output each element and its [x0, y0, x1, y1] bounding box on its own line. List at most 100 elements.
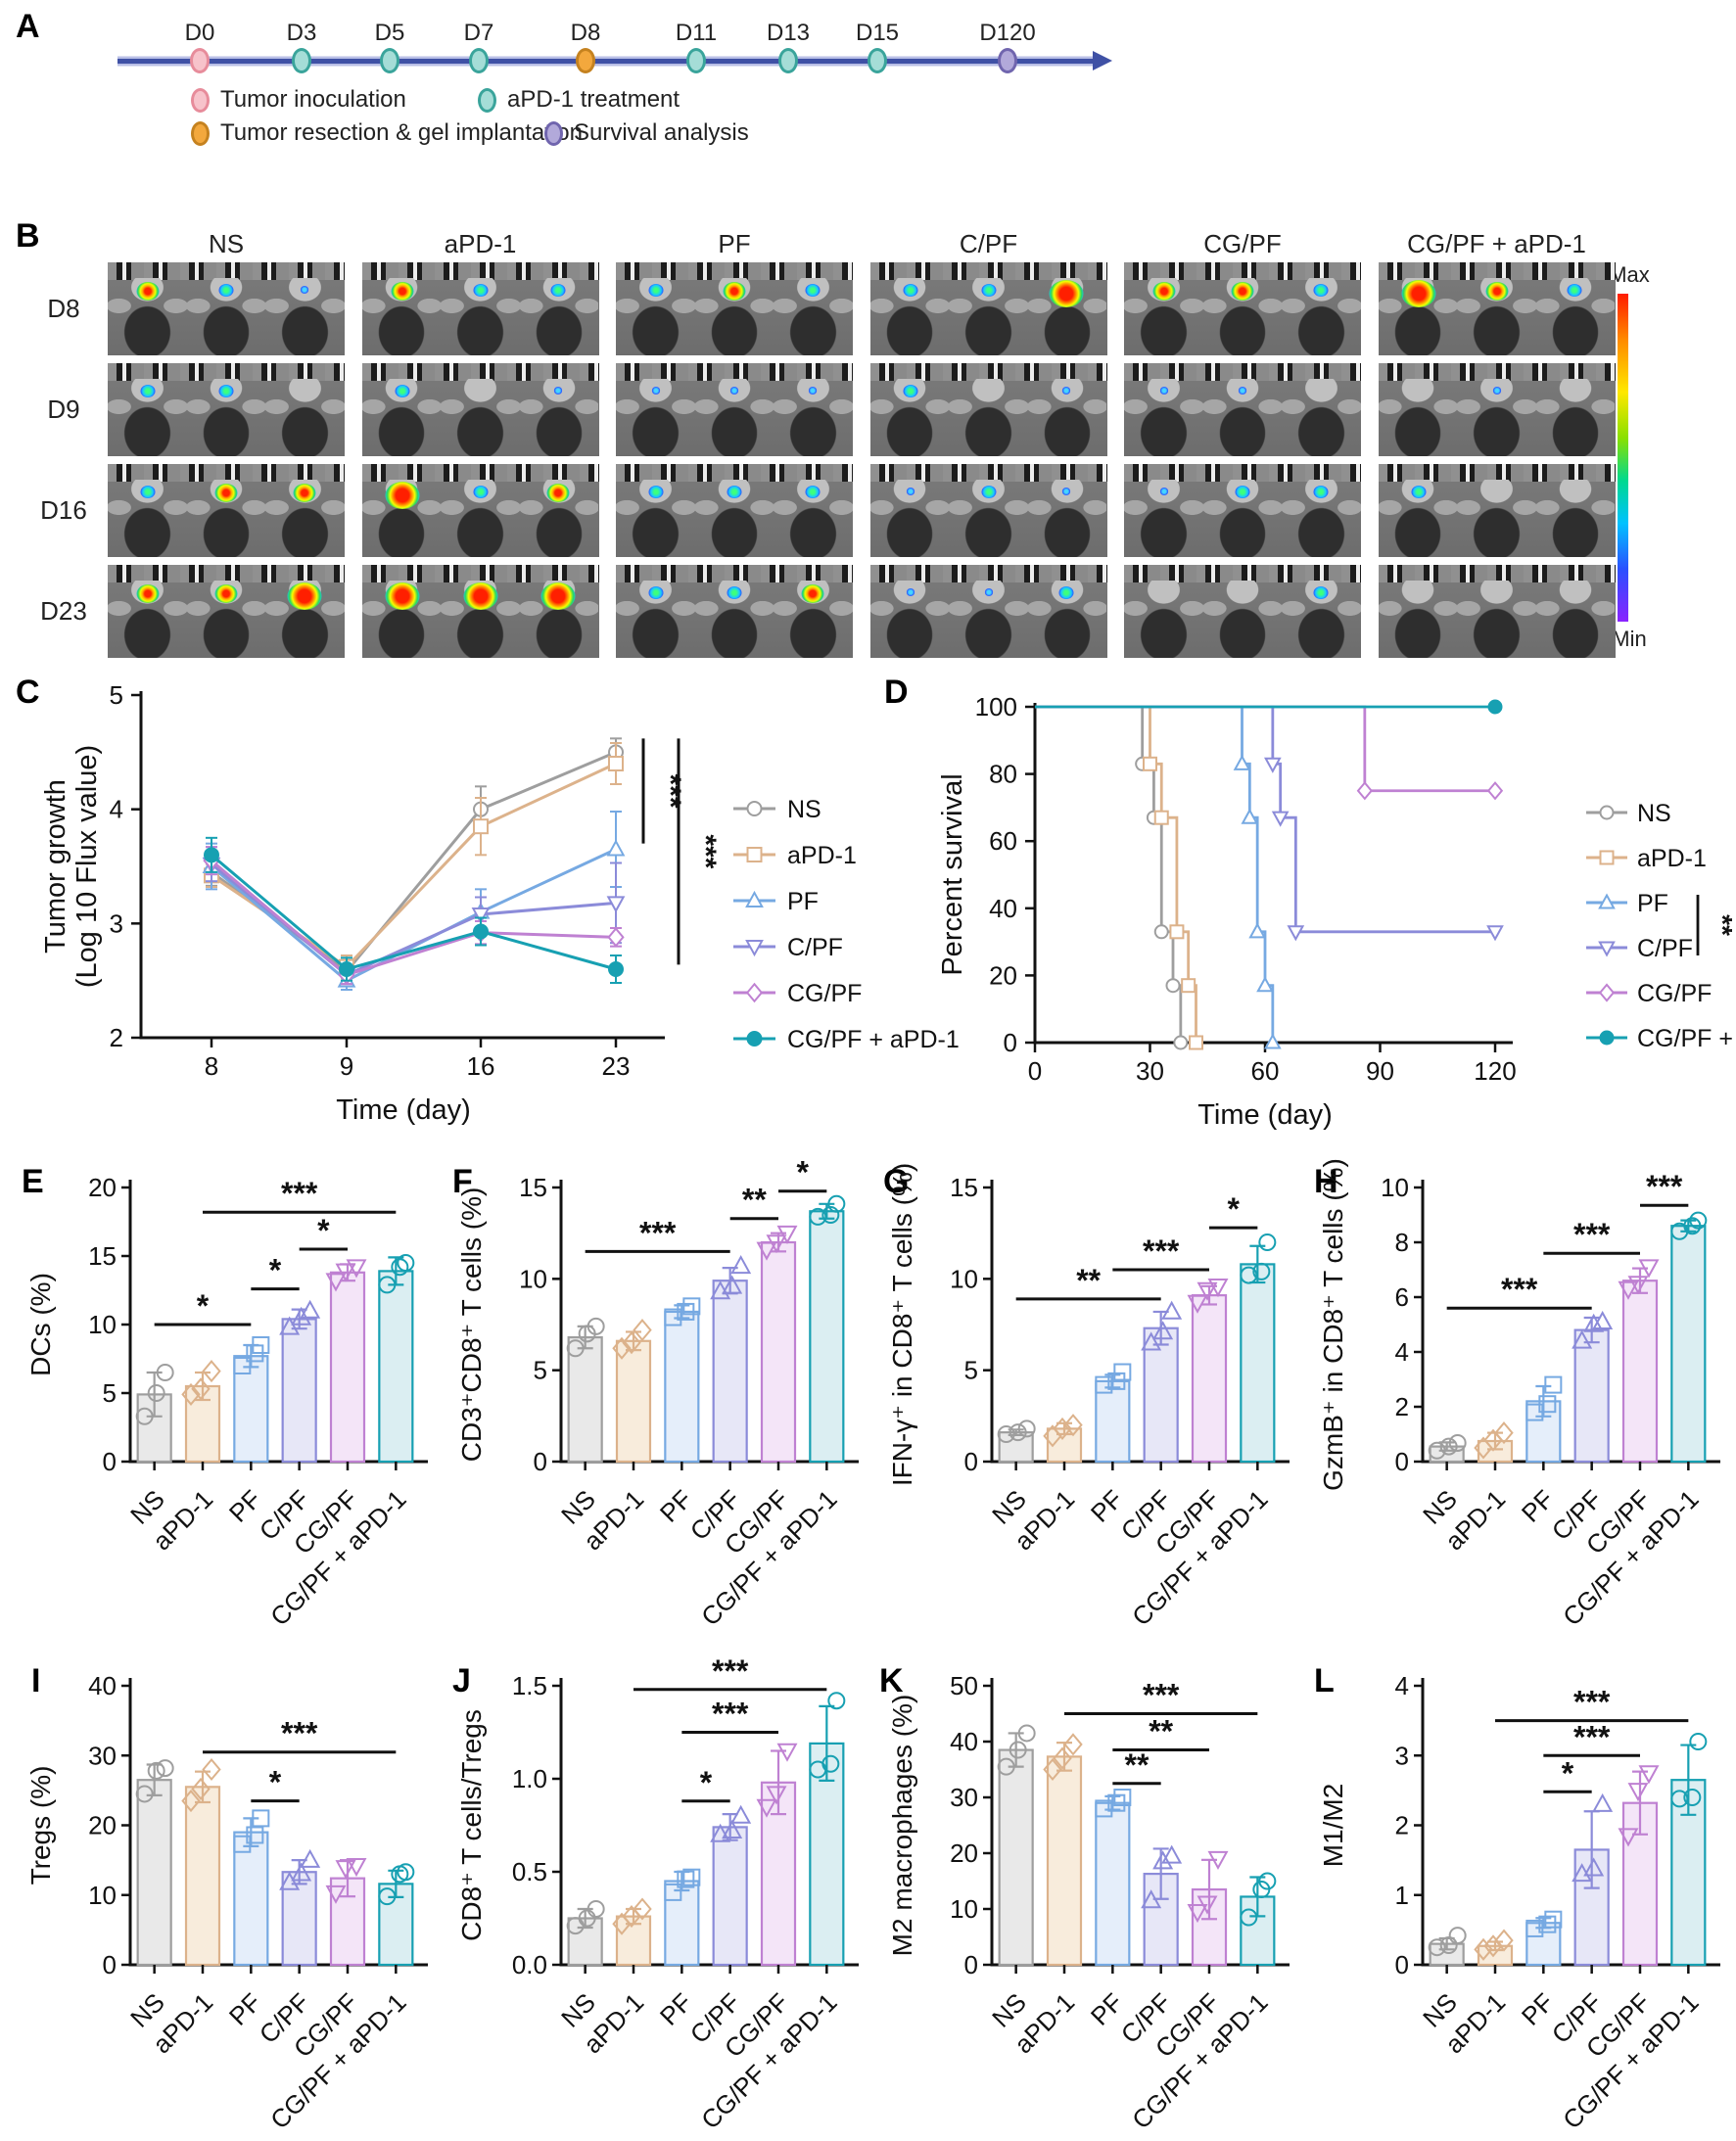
mouse-image-D9-CG/PF + aPD-1: [1378, 363, 1616, 456]
data-point-marker: [346, 1259, 367, 1279]
bioluminescence-signal-level-1: [1061, 387, 1071, 395]
chart-text: NS: [787, 796, 821, 823]
panel-label-i: I: [31, 1662, 41, 1699]
data-point-marker: [1207, 1279, 1229, 1298]
data-point-marker: [1544, 1910, 1563, 1929]
data-point-marker: [1153, 924, 1169, 940]
data-point-marker: [471, 908, 491, 925]
chart-text: 10: [519, 1264, 547, 1293]
legend-label: Tumor resection & gel implantation: [220, 119, 583, 146]
data-point-marker: [1618, 1280, 1639, 1300]
data-point-marker: [1107, 1372, 1126, 1390]
mouse-image-D23-aPD-1: [361, 565, 599, 658]
data-point-marker: [745, 940, 764, 957]
data-point-marker: [586, 1317, 605, 1335]
bioluminescence-signal-level-2: [981, 284, 996, 297]
data-point-marker: [827, 1692, 846, 1710]
panel-label-e: E: [22, 1163, 44, 1200]
timeline-event-dot-apd1: [380, 48, 399, 73]
data-point-marker: [1439, 1936, 1458, 1955]
data-point-marker: [1486, 925, 1504, 942]
timeline-event-dot-apd1: [778, 48, 798, 73]
data-point-marker: [608, 756, 624, 771]
data-point-marker: [677, 1870, 695, 1888]
mouse-silhouette: [1378, 581, 1458, 658]
chart-text: ***: [281, 1176, 318, 1211]
data-point-marker: [1256, 976, 1274, 993]
chart-text: 1.0: [512, 1764, 547, 1793]
chart-text: Time (day): [336, 1094, 471, 1126]
data-point-marker: [1248, 922, 1267, 939]
data-point-marker: [397, 1254, 415, 1272]
timeline-legend-item: aPD-1 treatment: [478, 86, 680, 114]
bioluminescence-signal-level-3: [1231, 282, 1254, 301]
data-point-marker: [135, 1407, 154, 1425]
data-point-marker: [606, 896, 626, 913]
group-column-header: NS: [208, 229, 245, 258]
bar-CG/PF + aPD-1: [1670, 1225, 1707, 1464]
chart-text: 0: [1395, 1950, 1409, 1979]
data-point-marker: [1009, 1741, 1027, 1759]
data-point-marker: [1017, 1420, 1036, 1438]
timeline-event-dot-apd1: [292, 48, 311, 73]
chart-text: GzmB⁺ in CD8⁺ T cells (%): [1318, 1158, 1348, 1491]
nosecone-strip: [108, 262, 345, 280]
chart-text: 0: [964, 1950, 978, 1979]
bioluminescence-signal-level-1: [1159, 387, 1169, 395]
data-point-marker: [1439, 1437, 1458, 1456]
chart-text: 5: [103, 1378, 117, 1408]
chart-text: 2: [1395, 1811, 1409, 1840]
data-point-marker: [1599, 805, 1615, 820]
bioluminescence-signal-level-2: [1313, 284, 1329, 297]
data-point-marker: [1181, 978, 1196, 994]
data-point-marker: [746, 847, 763, 862]
chart-text: 0.0: [512, 1950, 547, 1979]
mouse-image-D16-NS: [108, 464, 345, 557]
data-point-marker: [730, 1254, 752, 1275]
data-point-marker: [664, 1308, 682, 1326]
data-point-marker: [722, 1275, 743, 1294]
chart-text: IFN-γ⁺ in CD8⁺ T cells (%): [887, 1163, 917, 1486]
chart-text: ***: [712, 1697, 749, 1732]
data-point-marker: [586, 1900, 605, 1918]
bioluminescence-signal-level-1: [1238, 387, 1247, 395]
chart-text: 0: [1004, 1028, 1017, 1057]
chart-text: NS: [1637, 800, 1671, 827]
chart-text: *: [796, 1155, 809, 1190]
data-point-marker: [1627, 1783, 1649, 1802]
data-point-marker: [821, 1206, 840, 1224]
nosecone-strip: [616, 363, 853, 381]
nosecone-strip: [1124, 464, 1361, 482]
bioluminescence-signal-level-2: [1411, 486, 1427, 498]
group-column-header: CG/PF + aPD-1: [1407, 229, 1586, 258]
data-point-marker: [730, 1804, 752, 1824]
nosecone-strip: [869, 363, 1107, 381]
chart-text: 3: [110, 908, 123, 938]
data-point-marker: [1592, 1792, 1614, 1812]
cd8-tregs-ratio-bar-chart: 0.0 0.5 1.0 1.5 CD8⁺ T cells/Tregs NS aPD-1 PF C…: [446, 1653, 874, 2141]
bar-CG/PF: [1621, 1280, 1659, 1464]
data-point-marker: [204, 847, 219, 863]
panel-label-g: G: [883, 1163, 910, 1200]
bioluminescence-signal-level-3: [391, 282, 414, 301]
data-point-marker: [766, 1786, 787, 1805]
data-point-marker: [1538, 1915, 1557, 1933]
bioluminescence-signal-level-2: [395, 385, 410, 397]
survival-curve-chart: 0 20 40 60 80 100 0 30 60 90 120 Time (day) Percent …: [871, 672, 1736, 1151]
bioluminescence-signal-level-1: [984, 588, 993, 596]
panel-label-c: C: [16, 674, 40, 711]
mouse-image-D23-NS: [108, 565, 345, 658]
chart-text: 0: [964, 1447, 978, 1476]
data-point-marker: [1271, 811, 1290, 827]
data-point-marker: [246, 1826, 264, 1844]
data-point-marker: [1043, 1757, 1062, 1782]
bar-CG/PF: [329, 1271, 366, 1464]
data-point-marker: [1689, 1733, 1708, 1750]
data-point-marker: [1599, 1030, 1615, 1046]
bioluminescence-signal-level-2: [473, 486, 488, 498]
chart-text: *: [269, 1765, 282, 1800]
bioluminescence-signal-level-1: [729, 387, 739, 395]
chart-text: aPD-1: [787, 842, 857, 869]
chart-text: CD3⁺CD8⁺ T cells (%): [456, 1187, 487, 1463]
mouse-silhouette: [1124, 581, 1203, 658]
